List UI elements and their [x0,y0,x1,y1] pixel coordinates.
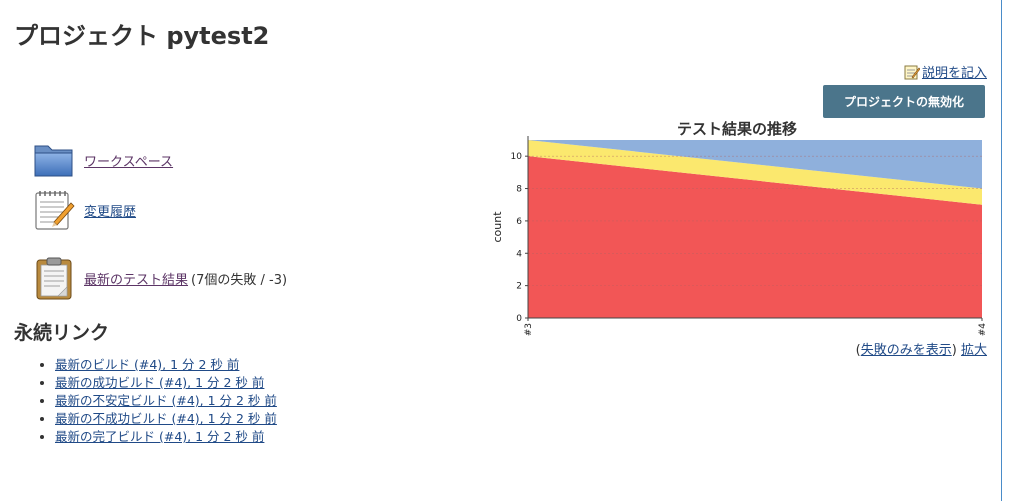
test-results-link[interactable]: 最新のテスト結果 [84,272,189,288]
task-test-results: 最新のテスト結果 (7個の失敗 / -3) [32,256,287,300]
disable-project-button[interactable]: プロジェクトの無効化 [823,85,985,118]
list-item: 最新の不安定ビルド (#4), 1 分 2 秒 前 [55,392,277,410]
permalink-last-successful[interactable]: 最新の成功ビルド (#4), 1 分 2 秒 前 [55,375,265,390]
chart-plot-area: 0 2 4 6 8 10 #3 #4 [511,136,988,336]
test-trend-chart-svg: テスト結果の推移 count 0 2 4 6 8 10 #3 #4 [491,120,988,336]
chart-links: (失敗のみを表示) 拡大 [856,339,987,358]
permalink-last-build[interactable]: 最新のビルド (#4), 1 分 2 秒 前 [55,357,240,372]
chart-y-tick-label: 8 [516,185,522,195]
chart-x-tick-label: #4 [978,323,988,337]
list-item: 最新の不成功ビルド (#4), 1 分 2 秒 前 [55,410,277,428]
permalink-last-unstable[interactable]: 最新の不安定ビルド (#4), 1 分 2 秒 前 [55,393,277,408]
edit-description-link[interactable]: 説明を記入 [921,66,987,81]
list-item: 最新の成功ビルド (#4), 1 分 2 秒 前 [55,374,277,392]
page-right-border [1001,0,1002,501]
test-trend-chart[interactable]: テスト結果の推移 count 0 2 4 6 8 10 #3 #4 [488,115,988,340]
chart-x-tick-label: #3 [524,323,534,336]
edit-description: 説明を記入 [904,62,987,81]
list-item: 最新のビルド (#4), 1 分 2 秒 前 [55,356,277,374]
test-results-summary: (7個の失敗 / -3) [191,272,288,288]
chart-y-tick-label: 4 [516,249,522,259]
task-workspace: ワークスペース [32,138,173,182]
clipboard-icon[interactable] [32,256,76,300]
chart-title: テスト結果の推移 [677,120,797,138]
notepad-pencil-icon [904,65,920,79]
chart-y-tick-label: 2 [516,282,522,292]
chart-links-open-paren: ( [855,343,861,358]
show-failures-only-link[interactable]: 失敗のみを表示 [860,343,952,358]
page-title: プロジェクト pytest2 [14,22,270,50]
chart-y-tick-label: 10 [511,152,523,162]
enlarge-chart-link[interactable]: 拡大 [960,343,987,358]
chart-area-series-0 [528,156,982,318]
folder-icon[interactable] [32,138,76,182]
workspace-link[interactable]: ワークスペース [84,154,174,170]
chart-y-tick-label: 6 [516,217,522,227]
list-item: 最新の完了ビルド (#4), 1 分 2 秒 前 [55,428,277,446]
permalink-last-completed[interactable]: 最新の完了ビルド (#4), 1 分 2 秒 前 [55,429,265,444]
chart-y-tick-label: 0 [516,314,522,324]
task-changes: 変更履歴 [32,188,136,232]
notepad-icon[interactable] [32,188,76,232]
chart-links-close-paren: ) [951,343,957,358]
chart-y-axis-label: count [491,211,504,243]
permalink-last-unsuccessful[interactable]: 最新の不成功ビルド (#4), 1 分 2 秒 前 [55,411,277,426]
permalinks-heading: 永続リンク [14,322,110,344]
changes-link[interactable]: 変更履歴 [84,204,137,220]
permalinks-list: 最新のビルド (#4), 1 分 2 秒 前 最新の成功ビルド (#4), 1 … [37,356,277,446]
